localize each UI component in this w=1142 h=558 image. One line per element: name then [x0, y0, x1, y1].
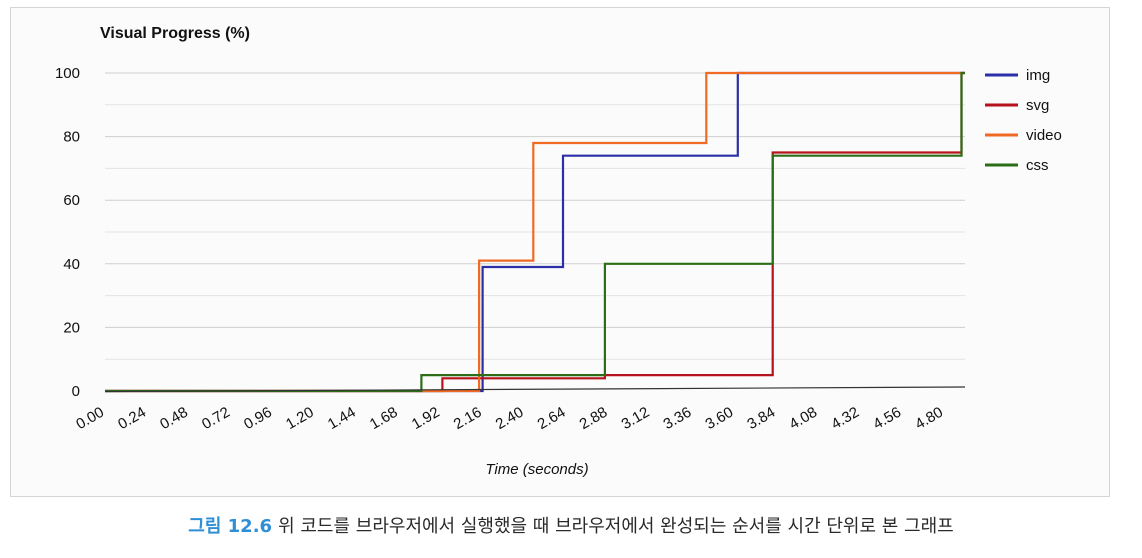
x-tick-label: 4.08 — [786, 404, 820, 433]
y-tick-label: 20 — [63, 319, 80, 336]
series-line-video — [105, 71, 965, 393]
y-tick-label: 40 — [63, 256, 80, 273]
x-tick-label: 1.68 — [367, 404, 401, 433]
legend-label-img: img — [1026, 67, 1050, 84]
y-tick-labels: 0 20 40 60 80 100 — [55, 65, 80, 400]
chart-frame — [10, 7, 1110, 497]
visual-progress-chart: Visual Progress (%) 0 20 40 60 80 100 0.00 0.2… — [55, 25, 1062, 478]
x-tick-label: 2.16 — [451, 404, 485, 433]
x-tick-label: 1.44 — [325, 404, 359, 433]
x-tick-label: 0.24 — [115, 404, 149, 433]
legend-label-svg: svg — [1026, 97, 1049, 114]
y-tick-label: 0 — [72, 383, 80, 400]
x-tick-label: 0.00 — [73, 404, 107, 433]
caption-number: 그림 12.6 — [188, 516, 273, 537]
y-tick-label: 100 — [55, 65, 80, 82]
chart-title: Visual Progress (%) — [100, 25, 250, 42]
gridlines — [105, 72, 965, 360]
legend: img svg video css — [985, 67, 1062, 174]
x-tick-label: 0.48 — [157, 404, 191, 433]
x-axis-label: Time (seconds) — [485, 461, 588, 478]
x-tick-label: 4.32 — [828, 404, 862, 433]
y-tick-label: 80 — [63, 129, 80, 146]
x-tick-labels: 0.00 0.24 0.48 0.72 0.96 1.20 1.44 1.68 1.92 2.16… — [73, 404, 946, 433]
x-tick-label: 3.84 — [744, 404, 778, 433]
figure-caption: 그림 12.6 위 코드를 브라우저에서 실행했을 때 브라우저에서 완성되는 순… — [0, 512, 1142, 538]
y-tick-label: 60 — [63, 192, 80, 209]
x-tick-label: 0.96 — [241, 404, 275, 433]
x-tick-label: 3.60 — [702, 404, 736, 433]
x-tick-label: 2.40 — [493, 404, 527, 433]
x-tick-label: 2.64 — [535, 404, 569, 433]
series-lines — [105, 71, 965, 393]
x-tick-label: 4.56 — [870, 404, 904, 433]
x-tick-label: 1.20 — [283, 404, 317, 433]
caption-text: 위 코드를 브라우저에서 실행했을 때 브라우저에서 완성되는 순서를 시간 단… — [278, 516, 954, 537]
x-axis-baseline — [104, 386, 966, 393]
series-line-img — [105, 71, 965, 393]
x-tick-label: 4.80 — [912, 404, 946, 433]
series-line-css — [105, 71, 965, 393]
x-tick-label: 3.12 — [619, 404, 653, 433]
x-tick-label: 3.36 — [661, 404, 695, 433]
legend-label-video: video — [1026, 127, 1062, 144]
baseline — [104, 386, 966, 393]
legend-label-css: css — [1026, 157, 1049, 174]
x-tick-label: 2.88 — [577, 404, 611, 433]
x-tick-label: 1.92 — [409, 404, 443, 433]
x-tick-label: 0.72 — [199, 404, 233, 433]
